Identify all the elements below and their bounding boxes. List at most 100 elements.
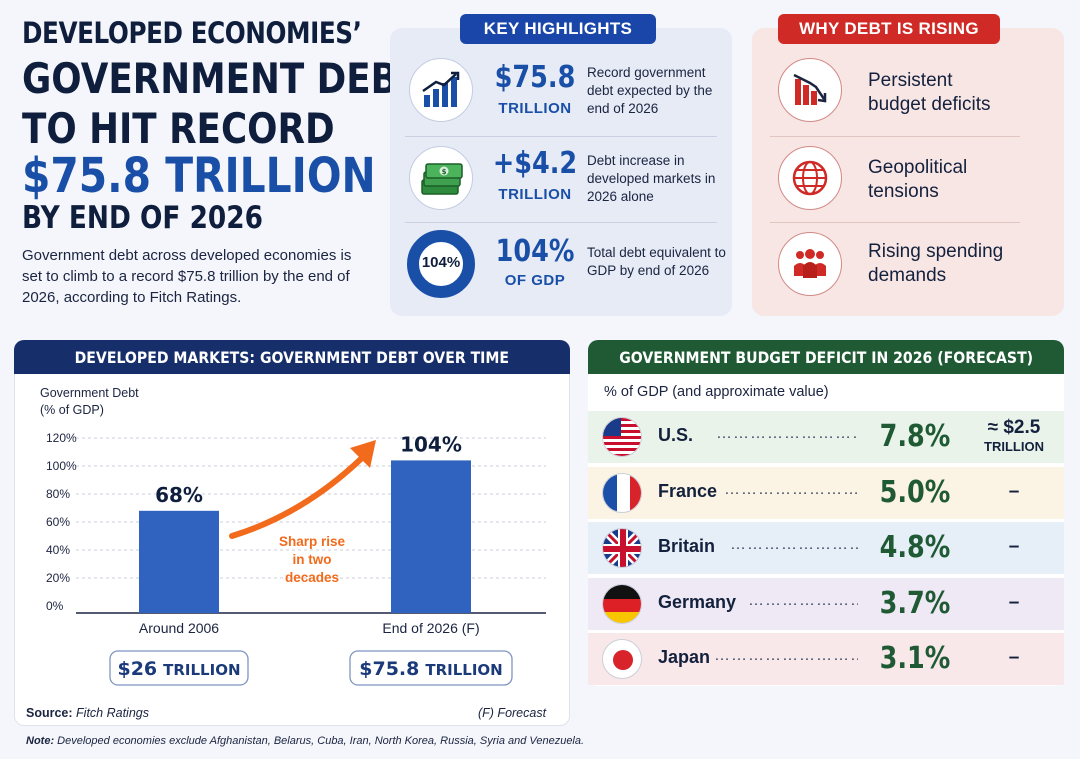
y-axis-label-line-2: (% of GDP) — [40, 403, 104, 417]
reason-row-geopolitical: Geopolitical tensions — [770, 140, 1060, 220]
y-tick-label: 0% — [46, 599, 64, 613]
chart-source: Source: Fitch Ratings — [26, 706, 149, 720]
highlight-desc: Debt increase in developed markets in 20… — [587, 153, 716, 204]
y-tick-label: 20% — [46, 571, 70, 585]
deficit-title: GOVERNMENT BUDGET DEFICIT IN 2026 (FOREC… — [588, 340, 1064, 374]
reason-label-line-1: Rising spending — [868, 241, 1004, 262]
country-name: Japan — [658, 647, 711, 667]
leader-dots: ……………………… — [730, 536, 858, 553]
deficit-title-text: GOVERNMENT BUDGET DEFICIT IN 2026 (FOREC… — [619, 347, 1033, 367]
highlight-row-gdp: 104% 104% OF GDP Total debt equivalent t… — [405, 226, 726, 306]
sharp-rise-arrow — [229, 440, 376, 539]
declining-bars-icon — [778, 58, 842, 122]
reason-row-spending: Rising spending demands — [770, 226, 1060, 306]
highlight-unit: OF GDP — [504, 272, 566, 289]
reason-label-line-2: demands — [868, 265, 947, 286]
amount-value: $75.8 — [359, 658, 419, 680]
approx-value-amount: – — [1008, 647, 1020, 668]
amount-unit: TRILLION — [425, 661, 502, 679]
amount-text: $75.8 TRILLION — [359, 658, 502, 680]
y-tick-label: 80% — [46, 487, 70, 501]
france-flag-icon — [602, 472, 642, 513]
amount-box — [109, 650, 249, 686]
deficit-row: Japan…………………………… 3.1% – — [588, 633, 1064, 685]
highlight-value: +$4.2 — [492, 146, 578, 181]
highlight-row-increase: $ +$4.2 TRILLION Debt increase in develo… — [405, 140, 717, 220]
deficit-pct: 7.8% — [879, 419, 951, 454]
approx-value: ≈ $2.5 TRILLION — [968, 417, 1060, 454]
deficit-subtitle: % of GDP (and approximate value) — [604, 384, 829, 400]
headline-kicker: DEVELOPED ECONOMIES’ — [22, 16, 362, 50]
britain-flag-icon — [602, 528, 642, 568]
highlight-row-total: $75.8 TRILLION Record government debt ex… — [405, 52, 717, 132]
debt-chart-title-text: DEVELOPED MARKETS: GOVERNMENT DEBT OVER … — [74, 347, 510, 367]
amount-box — [349, 650, 513, 686]
svg-text:$: $ — [442, 168, 447, 176]
donut-gauge-icon: 104% — [405, 228, 477, 300]
leader-dots: ………………………… — [716, 425, 858, 442]
divider — [405, 222, 717, 223]
globe-icon — [778, 146, 842, 210]
y-tick-label: 120% — [46, 431, 77, 445]
reason-row-deficits: Persistent budget deficits — [770, 52, 1060, 132]
approx-value-amount: – — [1008, 591, 1020, 613]
approx-value-amount: – — [1008, 480, 1020, 502]
leader-dots: …………………………… — [714, 647, 858, 664]
money-stack-icon: $ — [409, 146, 473, 210]
bar-value-label: 68% — [155, 483, 203, 507]
debt-chart-title: DEVELOPED MARKETS: GOVERNMENT DEBT OVER … — [14, 340, 570, 374]
people-group-icon — [778, 232, 842, 296]
highlight-desc: Record government debt expected by the e… — [587, 65, 713, 116]
headline-line-2: TO HIT RECORD — [22, 104, 335, 153]
approx-value-amount: – — [1008, 536, 1020, 557]
debt-bar-chart: Government Debt (% of GDP) 0% 20% 40% 60% 80… — [40, 386, 546, 686]
deficit-row: Britain ……………………… 4.8% – — [588, 522, 1064, 574]
approx-value: – — [968, 592, 1060, 614]
approx-value: – — [968, 536, 1060, 558]
deficit-pct: 3.7% — [879, 585, 951, 621]
leader-dots: ……………………… — [724, 480, 858, 498]
headline-line-4: BY END OF 2026 — [22, 200, 263, 236]
headline-amount: $75.8 TRILLION — [22, 148, 376, 204]
us-flag-icon — [602, 417, 642, 457]
reason-label-line-2: budget deficits — [868, 94, 991, 115]
forecast-note: (F) Forecast — [478, 706, 547, 720]
approx-value-unit: TRILLION — [984, 439, 1044, 454]
footnote-label: Note: — [26, 735, 55, 747]
country-name: Germany — [658, 591, 737, 612]
annotation-line-1: Sharp rise — [279, 534, 346, 549]
y-tick-label: 40% — [46, 543, 70, 557]
amount-unit: TRILLION — [163, 661, 240, 679]
annotation-line-3: decades — [285, 570, 339, 585]
intro-text: Government debt across developed economi… — [22, 247, 352, 306]
divider — [770, 136, 1020, 137]
approx-value-amount: ≈ $2.5 — [987, 417, 1041, 438]
key-highlights-title: KEY HIGHLIGHTS — [460, 14, 656, 44]
reason-label-line-2: tensions — [868, 181, 939, 202]
y-tick-label: 100% — [46, 459, 77, 473]
deficit-row: France ……………………… 5.0% – — [588, 466, 1064, 519]
footnote-text: Developed economies exclude Afghanistan,… — [57, 735, 585, 747]
deficit-row: Germany ………………… 3.7% – — [588, 577, 1064, 630]
reason-label: Persistent budget deficits — [868, 69, 1058, 117]
source-label: Source: — [26, 706, 73, 720]
amount-value: $26 — [117, 658, 157, 680]
why-rising-title: WHY DEBT IS RISING — [778, 14, 1000, 44]
leader-dots: ………………… — [748, 591, 858, 609]
highlight-value: $75.8 — [494, 60, 576, 95]
highlight-desc: Total debt equivalent to GDP by end of 2… — [587, 245, 726, 278]
gauge-label: 104% — [421, 254, 461, 271]
annotation-line-2: in two — [293, 552, 332, 567]
country-name: Britain — [658, 536, 716, 556]
bar-chart-growth-icon — [409, 58, 473, 122]
headline-line-1: GOVERNMENT DEBT — [22, 54, 423, 103]
x-category-label: Around 2006 — [139, 620, 219, 636]
x-category-label: End of 2026 (F) — [382, 620, 479, 636]
debt-bar — [139, 510, 219, 613]
country-name: U.S. — [658, 425, 694, 445]
deficit-pct: 3.1% — [879, 641, 951, 676]
footnote: Note: Developed economies exclude Afghan… — [26, 735, 584, 747]
source-value: Fitch Ratings — [76, 706, 149, 720]
y-axis-label-line-1: Government Debt — [40, 386, 139, 400]
